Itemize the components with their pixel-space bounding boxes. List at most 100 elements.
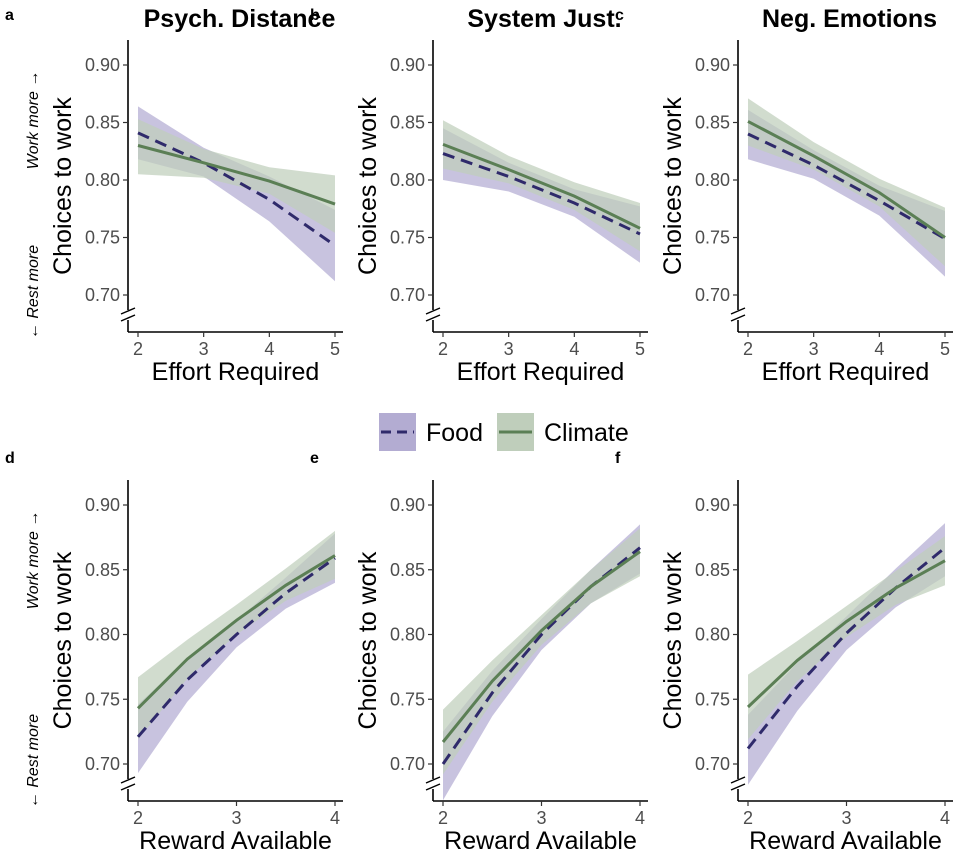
y-tick-label: 0.75 [85,228,120,248]
x-axis-label: Reward Available [749,827,942,855]
axis-break-gap [122,779,134,789]
y-axis-label: Choices to work [49,97,77,275]
x-tick-label: 2 [743,808,753,828]
panel-f: 0.70 0.75 0.80 0.85 0.90 2 3 4 Reward Available C… [615,450,953,855]
y-tick-label: 0.85 [390,113,425,133]
x-tick-label: 2 [438,808,448,828]
y-tick-label: 0.75 [390,689,425,709]
axis-break-mark [425,776,441,784]
axis-break-gap [732,779,744,789]
panel-a: 0.70 0.75 0.80 0.85 0.90 2 3 4 5 Effort Required C… [5,5,343,386]
y-tick-label: 0.80 [85,625,120,645]
panel-label: d [5,450,15,467]
y-tick-label: 0.85 [695,560,730,580]
x-tick-label: 2 [743,339,753,359]
y-axis-label: Choices to work [49,551,77,729]
x-tick-label: 4 [264,339,274,359]
x-tick-label: 2 [438,339,448,359]
axis-break-gap [427,310,439,320]
panel-c: 0.70 0.75 0.80 0.85 0.90 2 3 4 5 Effort Required C… [615,5,953,386]
x-tick-label: 5 [940,339,950,359]
panel-label: e [310,450,319,467]
food-line [136,556,336,738]
x-tick-label: 2 [133,339,143,359]
legend-food-label: Food [426,419,483,447]
y-tick-label: 0.70 [390,754,425,774]
climate-ci-band [138,530,335,740]
x-tick-label: 4 [635,808,645,828]
axis-break-mark [425,783,441,791]
axis-break-mark [120,307,136,315]
work-more-label: Work more → [25,71,42,170]
panel-label: a [5,7,14,24]
y-tick-label: 0.85 [85,560,120,580]
y-tick-label: 0.70 [85,754,120,774]
y-tick-label: 0.90 [695,495,730,515]
y-tick-label: 0.80 [695,170,730,190]
axis-break-mark [120,783,136,791]
work-more-label: Work more → [25,511,42,610]
axis-break-mark [730,783,746,791]
y-tick-label: 0.80 [390,170,425,190]
panel-title: System Just. [467,5,621,33]
y-tick-label: 0.75 [695,228,730,248]
x-tick-label: 3 [504,339,514,359]
y-tick-label: 0.70 [85,285,120,305]
axis-break-gap [732,310,744,320]
y-axis-label: Choices to work [354,551,382,729]
axis-break-mark [425,314,441,322]
panel-label: c [615,7,624,24]
climate-ci-band [443,120,640,252]
x-tick-label: 4 [330,808,340,828]
y-tick-label: 0.90 [85,495,120,515]
y-axis-label: Choices to work [659,551,687,729]
food-line [746,546,946,750]
climate-line [747,120,946,239]
climate-ci-band [443,528,640,775]
axis-break-mark [730,307,746,315]
axis-break-mark [425,307,441,315]
x-tick-label: 4 [874,339,884,359]
climate-line [746,559,946,709]
rest-more-label: ← Rest more [25,714,42,808]
panel-b: 0.70 0.75 0.80 0.85 0.90 2 3 4 5 Effort Required C… [310,5,648,386]
panel-title: Psych. Distance [144,5,336,33]
y-tick-label: 0.70 [695,754,730,774]
legend-climate-label: Climate [544,419,629,447]
panel-label: f [615,450,621,467]
axis-break-gap [427,779,439,789]
climate-ci-band [138,119,335,233]
x-tick-label: 5 [330,339,340,359]
food-line [442,152,641,236]
y-axis-label: Choices to work [354,97,382,275]
axis-break-mark [120,314,136,322]
x-tick-label: 3 [841,808,851,828]
x-axis-label: Effort Required [457,358,625,386]
panel-title: Neg. Emotions [762,5,937,33]
axis-break-mark [730,314,746,322]
climate-ci-band [748,98,945,267]
climate-line [137,144,336,206]
y-tick-label: 0.85 [695,113,730,133]
x-axis-label: Effort Required [152,358,320,386]
x-tick-label: 4 [569,339,579,359]
x-tick-label: 3 [199,339,209,359]
axis-break-mark [730,776,746,784]
y-tick-label: 0.80 [390,625,425,645]
x-tick-label: 2 [133,808,143,828]
x-axis-label: Effort Required [762,358,930,386]
axis-break-mark [120,776,136,784]
climate-line [136,554,336,710]
y-tick-label: 0.90 [695,55,730,75]
y-axis-label: Choices to work [659,97,687,275]
y-tick-label: 0.90 [390,55,425,75]
y-tick-label: 0.75 [695,689,730,709]
y-tick-label: 0.75 [390,228,425,248]
axis-break-gap [122,310,134,320]
y-tick-label: 0.80 [695,625,730,645]
climate-line [441,550,641,743]
y-tick-label: 0.90 [85,55,120,75]
